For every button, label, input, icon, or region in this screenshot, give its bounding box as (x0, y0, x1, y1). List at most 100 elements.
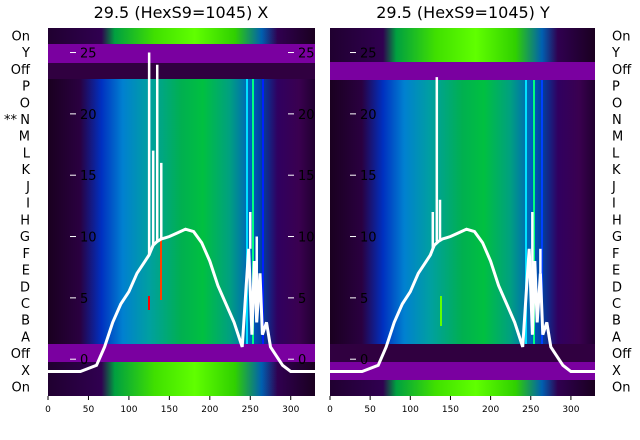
left-row-label: Y (21, 46, 30, 61)
right-row-label: F (612, 247, 619, 262)
right-row-label: K (612, 163, 621, 178)
left-panel: 29.5 (HexS9=1045) X On Y Off PON**MLKJIHGFE… (4, 3, 315, 415)
right-row-label: Off (612, 63, 632, 78)
right-row-label: I (612, 197, 616, 212)
right-band-on-bottom (330, 380, 595, 396)
left-row-label: A (21, 330, 30, 345)
left-ytick-label: 25 (298, 47, 315, 62)
left-ytick-label: 10 (80, 231, 97, 246)
right-overlay-spikes (431, 77, 542, 335)
right-ytick-label: 15 (360, 169, 377, 184)
left-ytick-label: 15 (298, 169, 315, 184)
right-stripe-1 (525, 80, 527, 344)
left-row-label: D (20, 280, 30, 295)
left-row-label: On (12, 29, 30, 44)
right-band-off-bottom (330, 344, 595, 362)
right-xtick-label: 0 (327, 405, 333, 415)
right-ytick-label: 20 (360, 108, 377, 123)
right-row-label: H (612, 213, 622, 228)
left-row-label: L (23, 146, 31, 161)
left-row-label: F (23, 247, 30, 262)
left-ytick-label: 20 (80, 108, 97, 123)
left-row-label: P (22, 80, 30, 95)
right-row-label: O (612, 96, 622, 111)
left-row-label: O (20, 96, 30, 111)
right-ytick-label: 0 (360, 353, 368, 368)
right-stripe-3 (541, 80, 543, 344)
left-overlay-line (48, 227, 315, 373)
left-stripe-3 (262, 79, 264, 344)
right-xtick-label: 50 (364, 405, 376, 415)
left-stripe-2 (252, 79, 254, 344)
left-row-label: I (26, 197, 30, 212)
left-ytick-label: 15 (80, 169, 97, 184)
right-row-label: N (612, 113, 622, 128)
left-row-label: N (20, 113, 30, 128)
right-stripe-4 (440, 296, 442, 326)
right-row-label: L (612, 146, 620, 161)
left-ytick-label: 5 (80, 292, 88, 307)
right-xtick-label: 100 (402, 405, 419, 415)
right-row-label: J (611, 180, 616, 195)
right-row-label: B (612, 314, 621, 329)
right-panel: 29.5 (HexS9=1045) Y On Y Off PONMLKJIHGFEDC… (327, 3, 632, 415)
left-ytick-label: 0 (298, 353, 306, 368)
left-band-on-top (48, 28, 315, 46)
right-row-label: X (612, 364, 621, 379)
right-row-label: Off (612, 347, 632, 362)
left-row-label: C (21, 297, 30, 312)
right-xtick-label: 250 (522, 405, 539, 415)
right-xtick-label: 150 (442, 405, 459, 415)
left-ytick-label: 25 (80, 47, 97, 62)
right-row-label: A (612, 330, 621, 345)
left-xtick-label: 150 (161, 405, 178, 415)
right-heatmap (330, 28, 595, 396)
left-overlay (48, 52, 315, 373)
right-row-label: G (612, 230, 622, 245)
left-row-label: M (19, 130, 30, 145)
left-row-label: E (22, 264, 30, 279)
left-row-label: J (25, 180, 30, 195)
left-row-label: X (21, 364, 30, 379)
left-overlay-spikes (147, 52, 258, 323)
left-row-marker: ** (4, 113, 18, 128)
right-row-label: M (612, 130, 623, 145)
left-row-label: G (20, 230, 30, 245)
left-y-ticks: 0 5 10 15 20 25 (70, 47, 97, 368)
left-xtick-label: 50 (83, 405, 95, 415)
right-row-label: P (612, 80, 620, 95)
right-ytick-label: 5 (360, 292, 368, 307)
right-overlay (330, 77, 595, 373)
left-ytick-label: 20 (298, 108, 315, 123)
left-y-ticks-right: 0 5 10 15 20 25 (288, 47, 315, 368)
right-band-main (330, 80, 595, 344)
left-stripe-5 (148, 296, 150, 310)
left-row-label: Off (11, 63, 31, 78)
left-ytick-label: 0 (80, 353, 88, 368)
left-row-label: K (21, 163, 30, 178)
right-xtick-label: 300 (562, 405, 579, 415)
left-row-label: On (12, 381, 30, 396)
left-ytick-label: 10 (298, 231, 315, 246)
right-row-label: Y (611, 46, 620, 61)
left-row-label: Off (11, 347, 31, 362)
right-band-on-top (330, 28, 595, 64)
left-xtick-label: 250 (242, 405, 259, 415)
left-stripe-1 (246, 79, 248, 344)
left-xtick-label: 200 (201, 405, 218, 415)
left-title: 29.5 (HexS9=1045) X (94, 3, 269, 22)
right-ytick-label: 25 (360, 47, 377, 62)
left-row-label: B (21, 314, 30, 329)
left-ytick-label: 5 (298, 292, 306, 307)
left-stripe-4 (160, 200, 162, 300)
left-xtick-label: 100 (120, 405, 137, 415)
left-xtick-label: 300 (282, 405, 299, 415)
left-xtick-label: 0 (45, 405, 51, 415)
right-band-x (330, 362, 595, 380)
right-x-ticks: 0 50 100 150 200 250 300 (327, 396, 580, 415)
right-stripe-2 (533, 80, 535, 344)
left-heatmap (48, 28, 315, 396)
